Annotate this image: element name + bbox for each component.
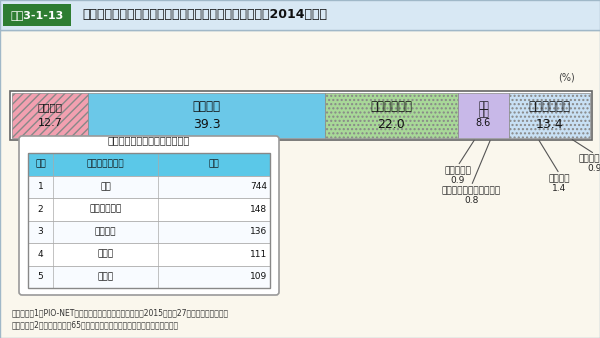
Text: 2．契約当事者が65歳以上の「判断不十分者契約」に関する相談。: 2．契約当事者が65歳以上の「判断不十分者契約」に関する相談。 (12, 320, 179, 329)
Text: 22.0: 22.0 (377, 118, 405, 131)
Text: 訪問販売の上位商品・サービス: 訪問販売の上位商品・サービス (108, 135, 190, 145)
Text: ふとん: ふとん (97, 272, 113, 281)
Text: 通信: 通信 (478, 101, 489, 110)
Bar (28, 243, 270, 266)
Text: 148: 148 (250, 205, 267, 214)
Bar (28, 220, 270, 243)
FancyBboxPatch shape (19, 136, 279, 295)
Bar (325, 93, 458, 138)
Text: 744: 744 (250, 182, 267, 191)
Text: マルチ取引
0.9: マルチ取引 0.9 (444, 166, 471, 186)
Text: 浄水器: 浄水器 (97, 250, 113, 259)
Text: 新聞: 新聞 (100, 182, 111, 191)
Text: 13.4: 13.4 (536, 118, 563, 131)
Bar (10, 91, 592, 140)
Text: 12.7: 12.7 (38, 119, 62, 128)
Text: 136: 136 (250, 227, 267, 236)
Text: 8.6: 8.6 (476, 119, 491, 128)
Bar (28, 175, 270, 198)
Text: 認知症等の高齢者に関する相談の販売購入形態別割合（2014年度）: 認知症等の高齢者に関する相談の販売購入形態別割合（2014年度） (82, 8, 327, 22)
Text: 店舗購入: 店舗購入 (38, 102, 63, 113)
Bar (3, 4, 71, 26)
Text: 電話勧誘販売: 電話勧誘販売 (370, 100, 412, 113)
Text: 2: 2 (38, 205, 43, 214)
Text: 5: 5 (38, 272, 43, 281)
Text: 件数: 件数 (209, 160, 220, 169)
Text: 109: 109 (250, 272, 267, 281)
Bar (458, 93, 509, 138)
Bar (28, 153, 270, 175)
Text: 111: 111 (250, 250, 267, 259)
Text: 3: 3 (38, 227, 43, 236)
Text: 屋根工事: 屋根工事 (95, 227, 116, 236)
Text: その他無店舗
0.9: その他無店舗 0.9 (579, 154, 600, 173)
Text: 図表3-1-13: 図表3-1-13 (10, 10, 64, 20)
Bar (88, 93, 325, 138)
Text: 訪問購入
1.4: 訪問購入 1.4 (549, 174, 571, 193)
Text: （備考）　1．PIO-NETに登録された消費生活相談情報（2015年４月27日までの登録分）。: （備考） 1．PIO-NETに登録された消費生活相談情報（2015年４月27日ま… (12, 308, 229, 317)
Bar (28, 153, 270, 288)
Text: 4: 4 (38, 250, 43, 259)
Text: ネガティブ・オプション
0.8: ネガティブ・オプション 0.8 (442, 186, 501, 206)
Text: 販売: 販売 (478, 109, 489, 118)
Text: 1: 1 (38, 182, 43, 191)
Text: 不明・無関係: 不明・無関係 (529, 100, 571, 113)
Bar (12, 93, 88, 138)
Text: 39.3: 39.3 (193, 118, 221, 131)
Bar (28, 266, 270, 288)
Bar (509, 93, 590, 138)
Text: 訪問販売: 訪問販売 (193, 100, 221, 113)
Bar (28, 198, 270, 220)
Text: (%): (%) (558, 73, 575, 83)
Text: 修理サービス: 修理サービス (89, 205, 122, 214)
Text: 商品・サービス: 商品・サービス (86, 160, 124, 169)
Text: 順位: 順位 (35, 160, 46, 169)
Bar (0, 0, 600, 30)
